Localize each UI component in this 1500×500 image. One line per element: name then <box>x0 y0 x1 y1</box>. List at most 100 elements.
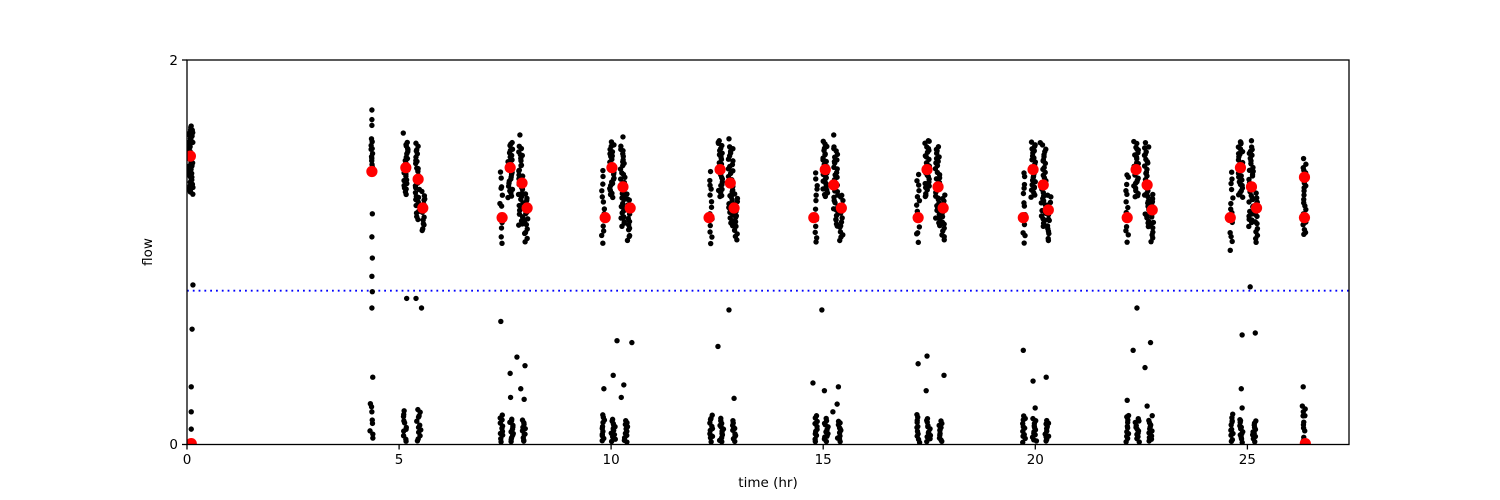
sample-dot <box>730 417 736 424</box>
sample-dot <box>522 191 529 197</box>
sample-dot <box>1130 347 1136 353</box>
sample-dot <box>915 361 921 367</box>
sample-dot <box>400 130 406 136</box>
sample-dot <box>600 228 607 234</box>
sample-dot <box>618 143 624 149</box>
sample-dot <box>1125 412 1132 419</box>
sample-dot <box>935 144 942 150</box>
sample-dot <box>1230 411 1236 417</box>
median-dot <box>187 150 196 162</box>
sample-dot <box>190 282 196 288</box>
sample-dot <box>509 416 515 422</box>
median-dot <box>828 179 840 191</box>
sample-dot <box>915 423 921 430</box>
sample-dot <box>1254 225 1261 232</box>
sample-dot <box>1253 190 1259 196</box>
median-dot <box>412 173 424 185</box>
sample-dot <box>1135 416 1141 422</box>
sample-dot <box>626 232 633 239</box>
sample-dot <box>708 199 715 205</box>
sample-dot <box>1032 405 1038 411</box>
median-dot <box>1027 163 1039 176</box>
sample-dot <box>812 206 819 212</box>
sample-dot <box>401 418 407 424</box>
median-dot <box>808 212 820 224</box>
sample-dot <box>367 428 373 434</box>
median-dot <box>1299 437 1311 445</box>
sample-dot <box>413 140 419 146</box>
sample-dot <box>1247 284 1253 290</box>
sample-dot <box>625 215 632 222</box>
sample-dot <box>369 107 375 113</box>
sample-dot <box>400 433 407 439</box>
sample-dot <box>837 229 844 235</box>
sample-dot <box>418 305 425 311</box>
sample-dot <box>707 192 713 198</box>
sample-dot <box>1044 417 1050 424</box>
sample-dot <box>831 164 837 171</box>
sample-dot <box>617 176 624 182</box>
sample-dot <box>1227 230 1233 236</box>
sample-dot <box>1021 200 1027 206</box>
sample-dot <box>939 219 946 226</box>
sample-dot <box>1030 378 1036 384</box>
sample-dot <box>731 395 737 402</box>
sample-dot <box>1043 146 1049 152</box>
x-tick-20: 20 <box>1027 452 1044 468</box>
sample-dot <box>524 216 531 222</box>
median-dot <box>599 212 611 224</box>
sample-dot <box>732 219 739 225</box>
sample-dot <box>839 192 845 199</box>
y-tick-0: 0 <box>169 437 178 453</box>
sample-dot <box>813 239 819 245</box>
sample-dot <box>403 424 410 431</box>
sample-dot <box>718 415 724 422</box>
sample-dot <box>1228 426 1235 433</box>
sample-dot <box>517 132 523 138</box>
sample-dot <box>1227 247 1233 254</box>
sample-dot <box>1123 223 1130 230</box>
sample-dot <box>369 116 375 123</box>
median-dot <box>835 202 847 214</box>
sample-dot <box>519 417 526 423</box>
sample-dot <box>838 219 845 225</box>
sample-dot <box>1299 403 1306 409</box>
sample-dot <box>731 191 738 197</box>
sample-dot <box>812 229 818 236</box>
sample-dot <box>707 222 713 229</box>
sample-dot <box>1301 192 1307 198</box>
y-tick-labels: 0 2 <box>169 53 178 453</box>
sample-dot <box>823 415 829 422</box>
sample-dot <box>419 188 425 195</box>
sample-dot <box>914 230 921 236</box>
sample-dot <box>1239 405 1245 411</box>
sample-dot <box>926 183 932 189</box>
sample-dot <box>369 417 375 423</box>
sample-dot <box>1229 176 1235 182</box>
sample-dot <box>813 413 820 419</box>
sample-dot <box>1146 417 1152 424</box>
sample-dot <box>830 409 836 415</box>
median-dot <box>724 177 736 189</box>
sample-dot <box>620 134 626 140</box>
sample-dot <box>509 139 515 146</box>
median-dot <box>703 212 715 224</box>
sample-dot <box>421 214 427 220</box>
sample-dot <box>189 326 195 332</box>
sample-dot <box>499 412 505 418</box>
sample-dot <box>707 182 713 189</box>
sample-dot <box>733 213 740 219</box>
sample-dot <box>369 234 375 240</box>
median-dot <box>912 212 924 224</box>
sample-dot <box>1123 228 1129 234</box>
sample-dot <box>507 370 513 377</box>
sample-dot <box>624 191 630 197</box>
sample-dot <box>839 215 845 221</box>
sample-dot <box>621 382 627 388</box>
sample-dot <box>188 384 194 390</box>
sample-dot <box>1300 155 1307 162</box>
x-axis-label: time (hr) <box>738 475 797 491</box>
sample-dot <box>367 400 374 407</box>
sample-dot <box>516 167 523 173</box>
